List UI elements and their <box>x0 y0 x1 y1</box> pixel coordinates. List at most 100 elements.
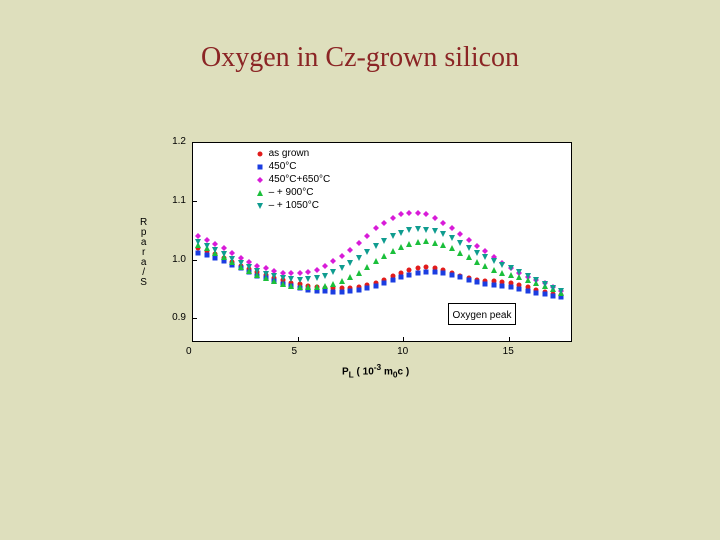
data-point <box>314 275 320 281</box>
legend-label: as grown <box>269 148 310 159</box>
data-point <box>280 275 286 281</box>
data-point <box>440 220 446 226</box>
data-point <box>322 263 328 269</box>
data-point <box>499 262 505 268</box>
data-point <box>432 228 438 234</box>
x-tick-label: 0 <box>186 346 192 357</box>
data-point <box>195 250 201 256</box>
data-point <box>482 263 488 269</box>
data-point <box>381 238 387 244</box>
data-point <box>238 260 244 266</box>
data-point <box>406 227 412 233</box>
y-tick-label: 1.0 <box>162 254 186 265</box>
data-point <box>322 288 328 294</box>
y-tick-label: 1.1 <box>162 195 186 206</box>
legend-item: as grown <box>257 148 310 159</box>
data-point <box>364 249 370 255</box>
data-point <box>364 285 370 291</box>
data-point <box>398 230 404 236</box>
data-point <box>499 283 505 289</box>
data-point <box>347 260 353 266</box>
data-point <box>457 250 463 256</box>
data-point <box>373 283 379 289</box>
data-point <box>415 239 421 245</box>
data-point <box>271 273 277 279</box>
y-tick-label: 0.9 <box>162 312 186 323</box>
data-point <box>314 267 320 273</box>
data-point <box>330 269 336 275</box>
data-point <box>339 253 345 259</box>
y-axis-label: Rpara/S <box>140 218 147 288</box>
data-point <box>432 240 438 246</box>
data-point <box>415 210 421 216</box>
data-point <box>406 272 412 278</box>
data-point <box>195 239 201 245</box>
legend-item: – + 900°C <box>257 187 314 198</box>
data-point <box>466 245 472 251</box>
data-point <box>297 277 303 283</box>
data-point <box>491 282 497 288</box>
data-point <box>457 274 463 280</box>
data-point <box>229 256 235 262</box>
x-tick-label: 10 <box>397 346 408 357</box>
legend-item: 450°C+650°C <box>257 174 331 185</box>
legend-marker-icon <box>257 151 263 157</box>
data-point <box>204 252 210 258</box>
data-point <box>533 277 539 283</box>
data-point <box>339 265 345 271</box>
data-point <box>373 258 379 264</box>
data-point <box>466 254 472 260</box>
legend-marker-icon <box>257 177 263 183</box>
data-point <box>415 226 421 232</box>
data-point <box>491 258 497 264</box>
data-point <box>406 241 412 247</box>
data-point <box>466 237 472 243</box>
data-point <box>508 284 514 290</box>
data-point <box>271 278 277 284</box>
data-point <box>221 251 227 257</box>
data-point <box>440 242 446 248</box>
data-point <box>474 279 480 285</box>
data-point <box>330 281 336 287</box>
legend-marker-icon <box>257 164 263 170</box>
data-point <box>322 283 328 289</box>
data-point <box>263 271 269 277</box>
data-point <box>406 210 412 216</box>
data-point <box>288 276 294 282</box>
data-point <box>288 283 294 289</box>
data-point <box>457 231 463 237</box>
data-point <box>432 215 438 221</box>
data-point <box>542 281 548 287</box>
data-point <box>347 288 353 294</box>
data-point <box>381 220 387 226</box>
y-tick-label: 1.2 <box>162 136 186 147</box>
data-point <box>398 244 404 250</box>
slide-title: Oxygen in Cz-grown silicon <box>0 42 720 74</box>
data-point <box>364 233 370 239</box>
data-point <box>322 273 328 279</box>
chart: 051015PL ( 10-3 m0c )0.91.01.11.2Rpara/S… <box>130 130 590 390</box>
data-point <box>390 277 396 283</box>
data-point <box>398 211 404 217</box>
data-point <box>246 264 252 270</box>
x-tick-label: 15 <box>503 346 514 357</box>
data-point <box>398 274 404 280</box>
data-point <box>482 281 488 287</box>
data-point <box>558 288 564 294</box>
legend-marker-icon <box>257 190 263 196</box>
data-point <box>297 270 303 276</box>
data-point <box>356 255 362 261</box>
legend-item: – + 1050°C <box>257 200 319 211</box>
data-point <box>525 273 531 279</box>
data-point <box>212 247 218 253</box>
data-point <box>449 235 455 241</box>
data-point <box>474 259 480 265</box>
data-point <box>390 215 396 221</box>
data-point <box>356 240 362 246</box>
data-point <box>297 284 303 290</box>
data-point <box>381 253 387 259</box>
data-point <box>491 267 497 273</box>
annotation-text: Oxygen peak <box>453 310 512 321</box>
legend-label: – + 900°C <box>269 187 314 198</box>
data-point <box>423 227 429 233</box>
